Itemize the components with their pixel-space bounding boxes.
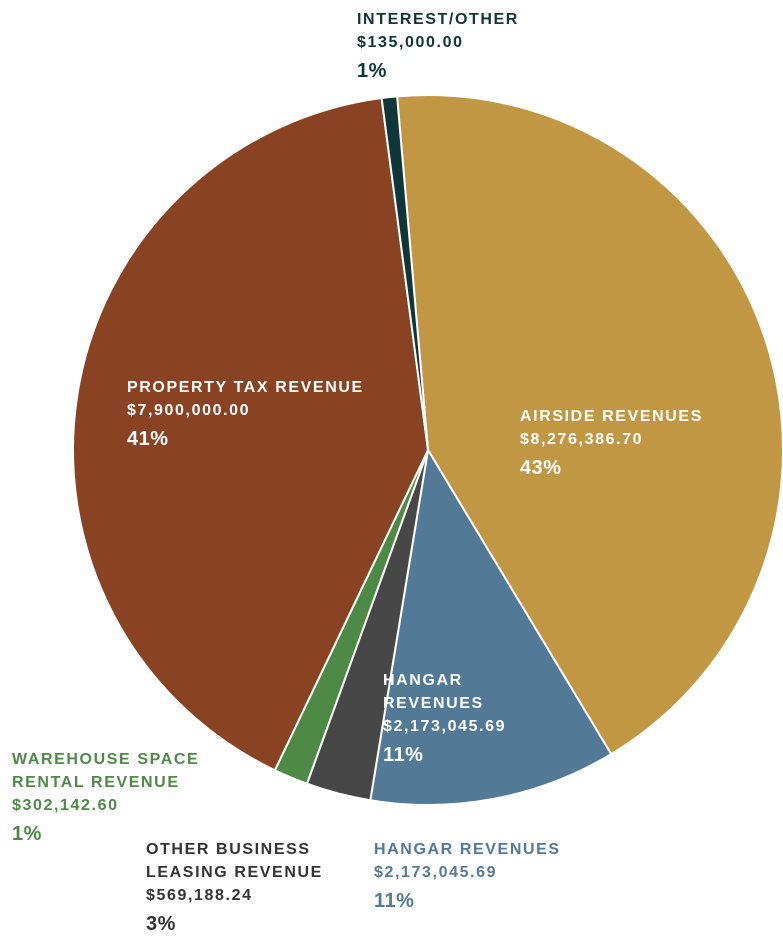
label-airside-amount: $8,276,386.70: [520, 431, 644, 448]
label-hangar-outer-amount: $2,173,045.69: [374, 864, 498, 881]
label-property-tax-pct: 41%: [127, 428, 169, 450]
label-hangar-outer-pct: 11%: [374, 890, 415, 912]
label-property-tax-title: PROPERTY TAX REVENUE: [127, 379, 364, 396]
label-airside-pct: 43%: [520, 457, 562, 479]
label-other-business-amount: $569,188.24: [146, 887, 253, 904]
label-hangar-inner-line2: REVENUES: [383, 695, 484, 712]
label-interest-amount: $135,000.00: [357, 34, 464, 51]
label-other-business: OTHER BUSINESS LEASING REVENUE $569,188.…: [146, 838, 323, 939]
label-hangar-outer-title: HANGAR REVENUES: [374, 841, 561, 858]
label-warehouse-line2: RENTAL REVENUE: [12, 774, 180, 791]
label-other-business-pct: 3%: [146, 913, 176, 935]
label-airside: AIRSIDE REVENUES $8,276,386.70 43%: [520, 405, 703, 483]
label-interest-other: INTEREST/OTHER $135,000.00 1%: [357, 8, 519, 86]
label-hangar-outer: HANGAR REVENUES $2,173,045.69 11%: [374, 838, 561, 916]
label-interest-pct: 1%: [357, 60, 387, 82]
label-property-tax: PROPERTY TAX REVENUE $7,900,000.00 41%: [127, 376, 364, 454]
label-other-business-line1: OTHER BUSINESS: [146, 841, 311, 858]
label-property-tax-amount: $7,900,000.00: [127, 402, 251, 419]
pie-slice-hangar: [369, 449, 613, 806]
label-warehouse-amount: $302,142.60: [12, 797, 119, 814]
pie-slice-airside: [396, 93, 783, 756]
label-other-business-line2: LEASING REVENUE: [146, 864, 323, 881]
label-interest-title: INTEREST/OTHER: [357, 11, 519, 28]
label-hangar-inner-line1: HANGAR: [383, 672, 463, 689]
label-warehouse-pct: 1%: [12, 823, 42, 845]
pie-slice-interest: [380, 95, 429, 451]
pie-slice-property-tax: [72, 97, 429, 772]
label-hangar-inner-pct: 11%: [383, 744, 424, 766]
label-warehouse-line1: WAREHOUSE SPACE: [12, 751, 200, 768]
label-warehouse: WAREHOUSE SPACE RENTAL REVENUE $302,142.…: [12, 748, 199, 849]
label-airside-title: AIRSIDE REVENUES: [520, 408, 703, 425]
label-hangar-inner-amount: $2,173,045.69: [383, 718, 507, 735]
label-hangar-inner: HANGAR REVENUES $2,173,045.69 11%: [383, 669, 506, 770]
